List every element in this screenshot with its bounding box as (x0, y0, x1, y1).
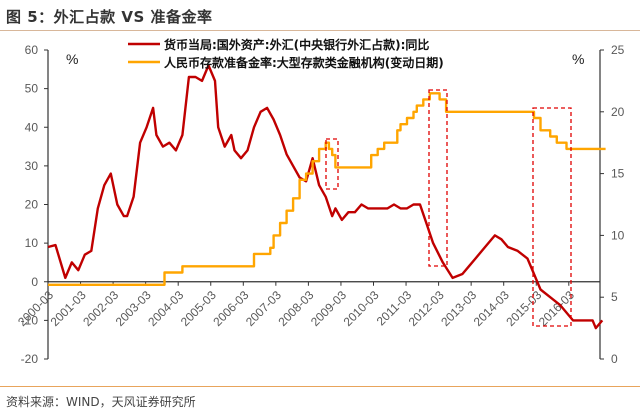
left-tick-label: 20 (25, 198, 39, 212)
right-unit-label: % (572, 51, 584, 67)
chart-title: 图 5：外汇占款 VS 准备金率 (6, 8, 213, 26)
highlight-box (532, 107, 572, 327)
left-tick-label: 60 (25, 43, 39, 57)
right-tick-label: 0 (611, 352, 618, 366)
left-tick-label: 10 (25, 236, 39, 250)
plot-area (47, 64, 606, 330)
left-tick-label: 30 (25, 159, 39, 173)
legend-label-rrr: 人民币存款准备金率:大型存款类金融机构(变动日期) (164, 55, 444, 70)
right-tick-label: 5 (611, 290, 618, 304)
right-tick-label: 15 (611, 167, 625, 181)
source-note: 资料来源：WIND，天风证券研究所 (6, 395, 196, 409)
right-tick-label: 20 (611, 105, 625, 119)
rrr-line (48, 92, 606, 286)
left-tick-label: -20 (21, 352, 39, 366)
title-divider (0, 30, 640, 31)
legend-label-fx: 货币当局:国外资产:外汇(中央银行外汇占款):同比 (164, 37, 429, 52)
left-tick-label: 0 (31, 275, 38, 289)
left-unit-label: % (66, 51, 78, 67)
legend: 货币当局:国外资产:外汇(中央银行外汇占款):同比人民币存款准备金率:大型存款类… (128, 37, 444, 70)
highlight-box (428, 89, 448, 267)
x-tick-label: 2010-03 (341, 288, 382, 329)
left-tick-label: 50 (25, 82, 39, 96)
left-tick-label: 40 (25, 120, 39, 134)
right-tick-label: 25 (611, 43, 625, 57)
fx-reserves-line (47, 64, 604, 330)
highlight-box (325, 138, 339, 190)
left-tick-label: -10 (21, 313, 39, 327)
footer-divider (0, 386, 640, 387)
right-tick-label: 10 (611, 228, 625, 242)
